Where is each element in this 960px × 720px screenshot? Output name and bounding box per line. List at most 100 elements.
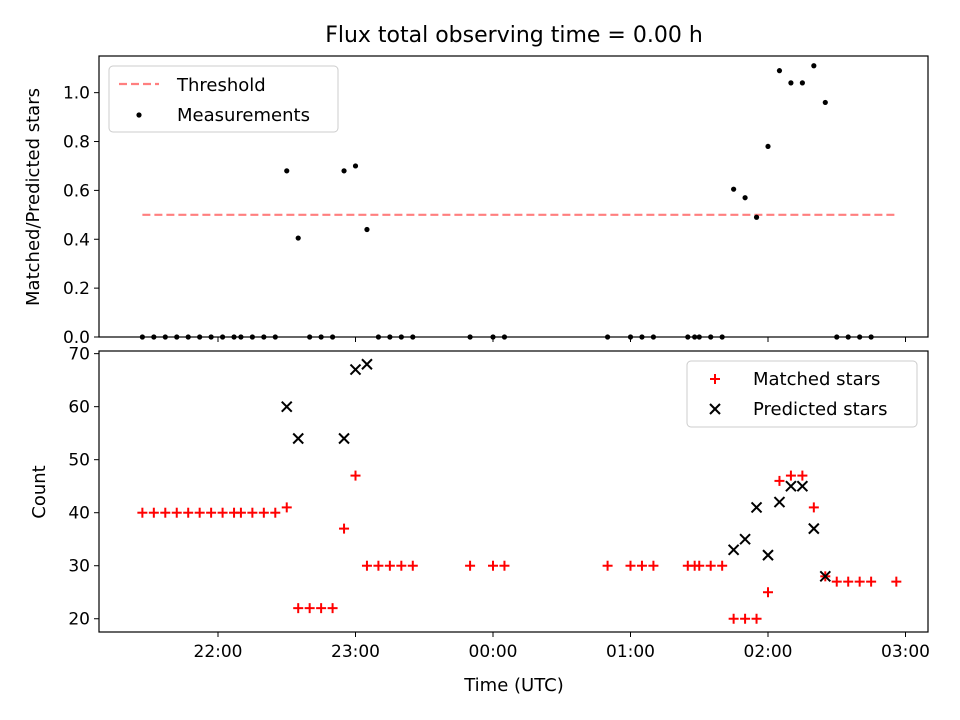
measurement-point (352, 163, 359, 169)
measurement-point (788, 80, 794, 86)
matched-point (373, 560, 384, 571)
matched-point (137, 507, 148, 518)
matched-point (465, 560, 476, 571)
matched-point (293, 603, 304, 614)
measurement-point (284, 168, 290, 174)
matched-point (602, 560, 613, 571)
legend-predicted-label: Predicted stars (753, 399, 887, 420)
matched-point (361, 560, 372, 571)
matched-point (258, 507, 269, 518)
measurement-point (272, 334, 278, 340)
measurement-point (231, 334, 237, 340)
bottom-x-tick-label: 02:00 (744, 642, 793, 662)
predicted-point (292, 432, 304, 445)
legend-measurements-label: Measurements (177, 105, 310, 126)
legend-matched-swatch (710, 374, 720, 384)
measurement-point (162, 334, 168, 340)
matched-point (488, 560, 498, 571)
measurement-point (685, 334, 691, 340)
measurement-point (822, 99, 828, 106)
bottom-x-tick-label: 01:00 (606, 642, 655, 662)
bottom-y-tick-label: 40 (68, 504, 90, 524)
bottom-y-tick-label: 30 (68, 557, 90, 577)
legend-matched-label: Matched stars (753, 369, 880, 390)
bottom-x-tick-label: 03:00 (881, 642, 930, 662)
measurement-point (307, 334, 313, 340)
bottom-y-tick-label: 50 (68, 451, 90, 471)
legend-predicted-swatch (709, 403, 721, 415)
matched-point (247, 507, 258, 518)
top-y-tick-label: 0.8 (63, 133, 90, 153)
measurement-point (341, 168, 347, 174)
bottom-x-tick-label: 00:00 (469, 642, 518, 662)
matched-point (648, 560, 659, 571)
bottom-legend-frame (686, 360, 918, 428)
matched-point (350, 470, 361, 481)
measurement-point (174, 334, 180, 340)
measurement-point (197, 334, 203, 340)
bottom-y-tick-label: 70 (68, 345, 90, 365)
bottom-axes-frame (98, 350, 929, 633)
matched-point (235, 507, 246, 518)
measurement-point (151, 334, 157, 340)
bottom-legend: Matched stars Predicted stars (686, 360, 918, 428)
bottom-x-tick-label: 22:00 (194, 642, 243, 662)
predicted-point (338, 432, 350, 445)
chart-title: Flux total observing time = 0.00 h (325, 23, 703, 48)
top-y-tick-label: 0.4 (63, 230, 90, 250)
matched-point (407, 560, 418, 571)
predicted-point (785, 480, 797, 492)
matched-point (171, 507, 182, 518)
matched-point (316, 603, 327, 614)
top-legend: Threshold Measurements (108, 65, 339, 133)
top-y-tick-label: 1.0 (63, 84, 90, 104)
matched-point (625, 560, 636, 571)
top-y-tick-label: 0.0 (63, 328, 90, 348)
matched-point (194, 507, 205, 518)
measurement-point (868, 334, 874, 340)
measurement-point (398, 334, 404, 340)
matched-point (304, 603, 315, 614)
matched-point (339, 523, 350, 534)
measurement-point (261, 334, 267, 340)
matched-point (866, 576, 877, 587)
predicted-point (727, 544, 740, 556)
measurement-point (845, 334, 851, 340)
bottom-y-axis-label: Count (29, 465, 50, 518)
measurement-point (295, 235, 301, 241)
matched-point (270, 507, 281, 518)
top-legend-frame (108, 65, 339, 133)
matched-point (705, 560, 716, 571)
predicted-point (762, 549, 774, 561)
legend-threshold-label: Threshold (176, 75, 266, 96)
matched-point (891, 576, 902, 587)
top-y-tick-label: 0.6 (63, 181, 90, 201)
matched-point (327, 603, 338, 614)
measurement-point (765, 143, 771, 150)
matched-point (751, 613, 762, 624)
matched-point (694, 560, 705, 571)
measurement-point (490, 334, 496, 340)
predicted-point (281, 400, 293, 413)
bottom-axes: 20 30 40 50 60 70 22:00 23:00 00:00 01:00 02:00 03:… (68, 345, 930, 662)
measurement-point (219, 334, 226, 340)
measurement-point (742, 195, 748, 201)
predicted-point (808, 522, 820, 535)
predicted-point (739, 533, 751, 545)
matched-point (797, 470, 808, 481)
matched-point (206, 507, 217, 518)
bottom-x-axis-label: Time (UTC) (463, 675, 564, 696)
measurement-point (639, 334, 645, 340)
top-y-axis-label: Matched/Predicted stars (23, 88, 44, 306)
legend-measurements-swatch (136, 112, 142, 118)
predicted-point (819, 570, 831, 583)
matched-point (396, 560, 407, 571)
measurement-point (834, 334, 840, 340)
matched-point (785, 470, 796, 481)
measurement-point (249, 334, 255, 340)
predicted-point (361, 358, 373, 370)
predicted-point (750, 501, 763, 514)
matched-point (183, 507, 194, 518)
measurement-point (318, 334, 324, 340)
measurement-point (387, 334, 393, 340)
